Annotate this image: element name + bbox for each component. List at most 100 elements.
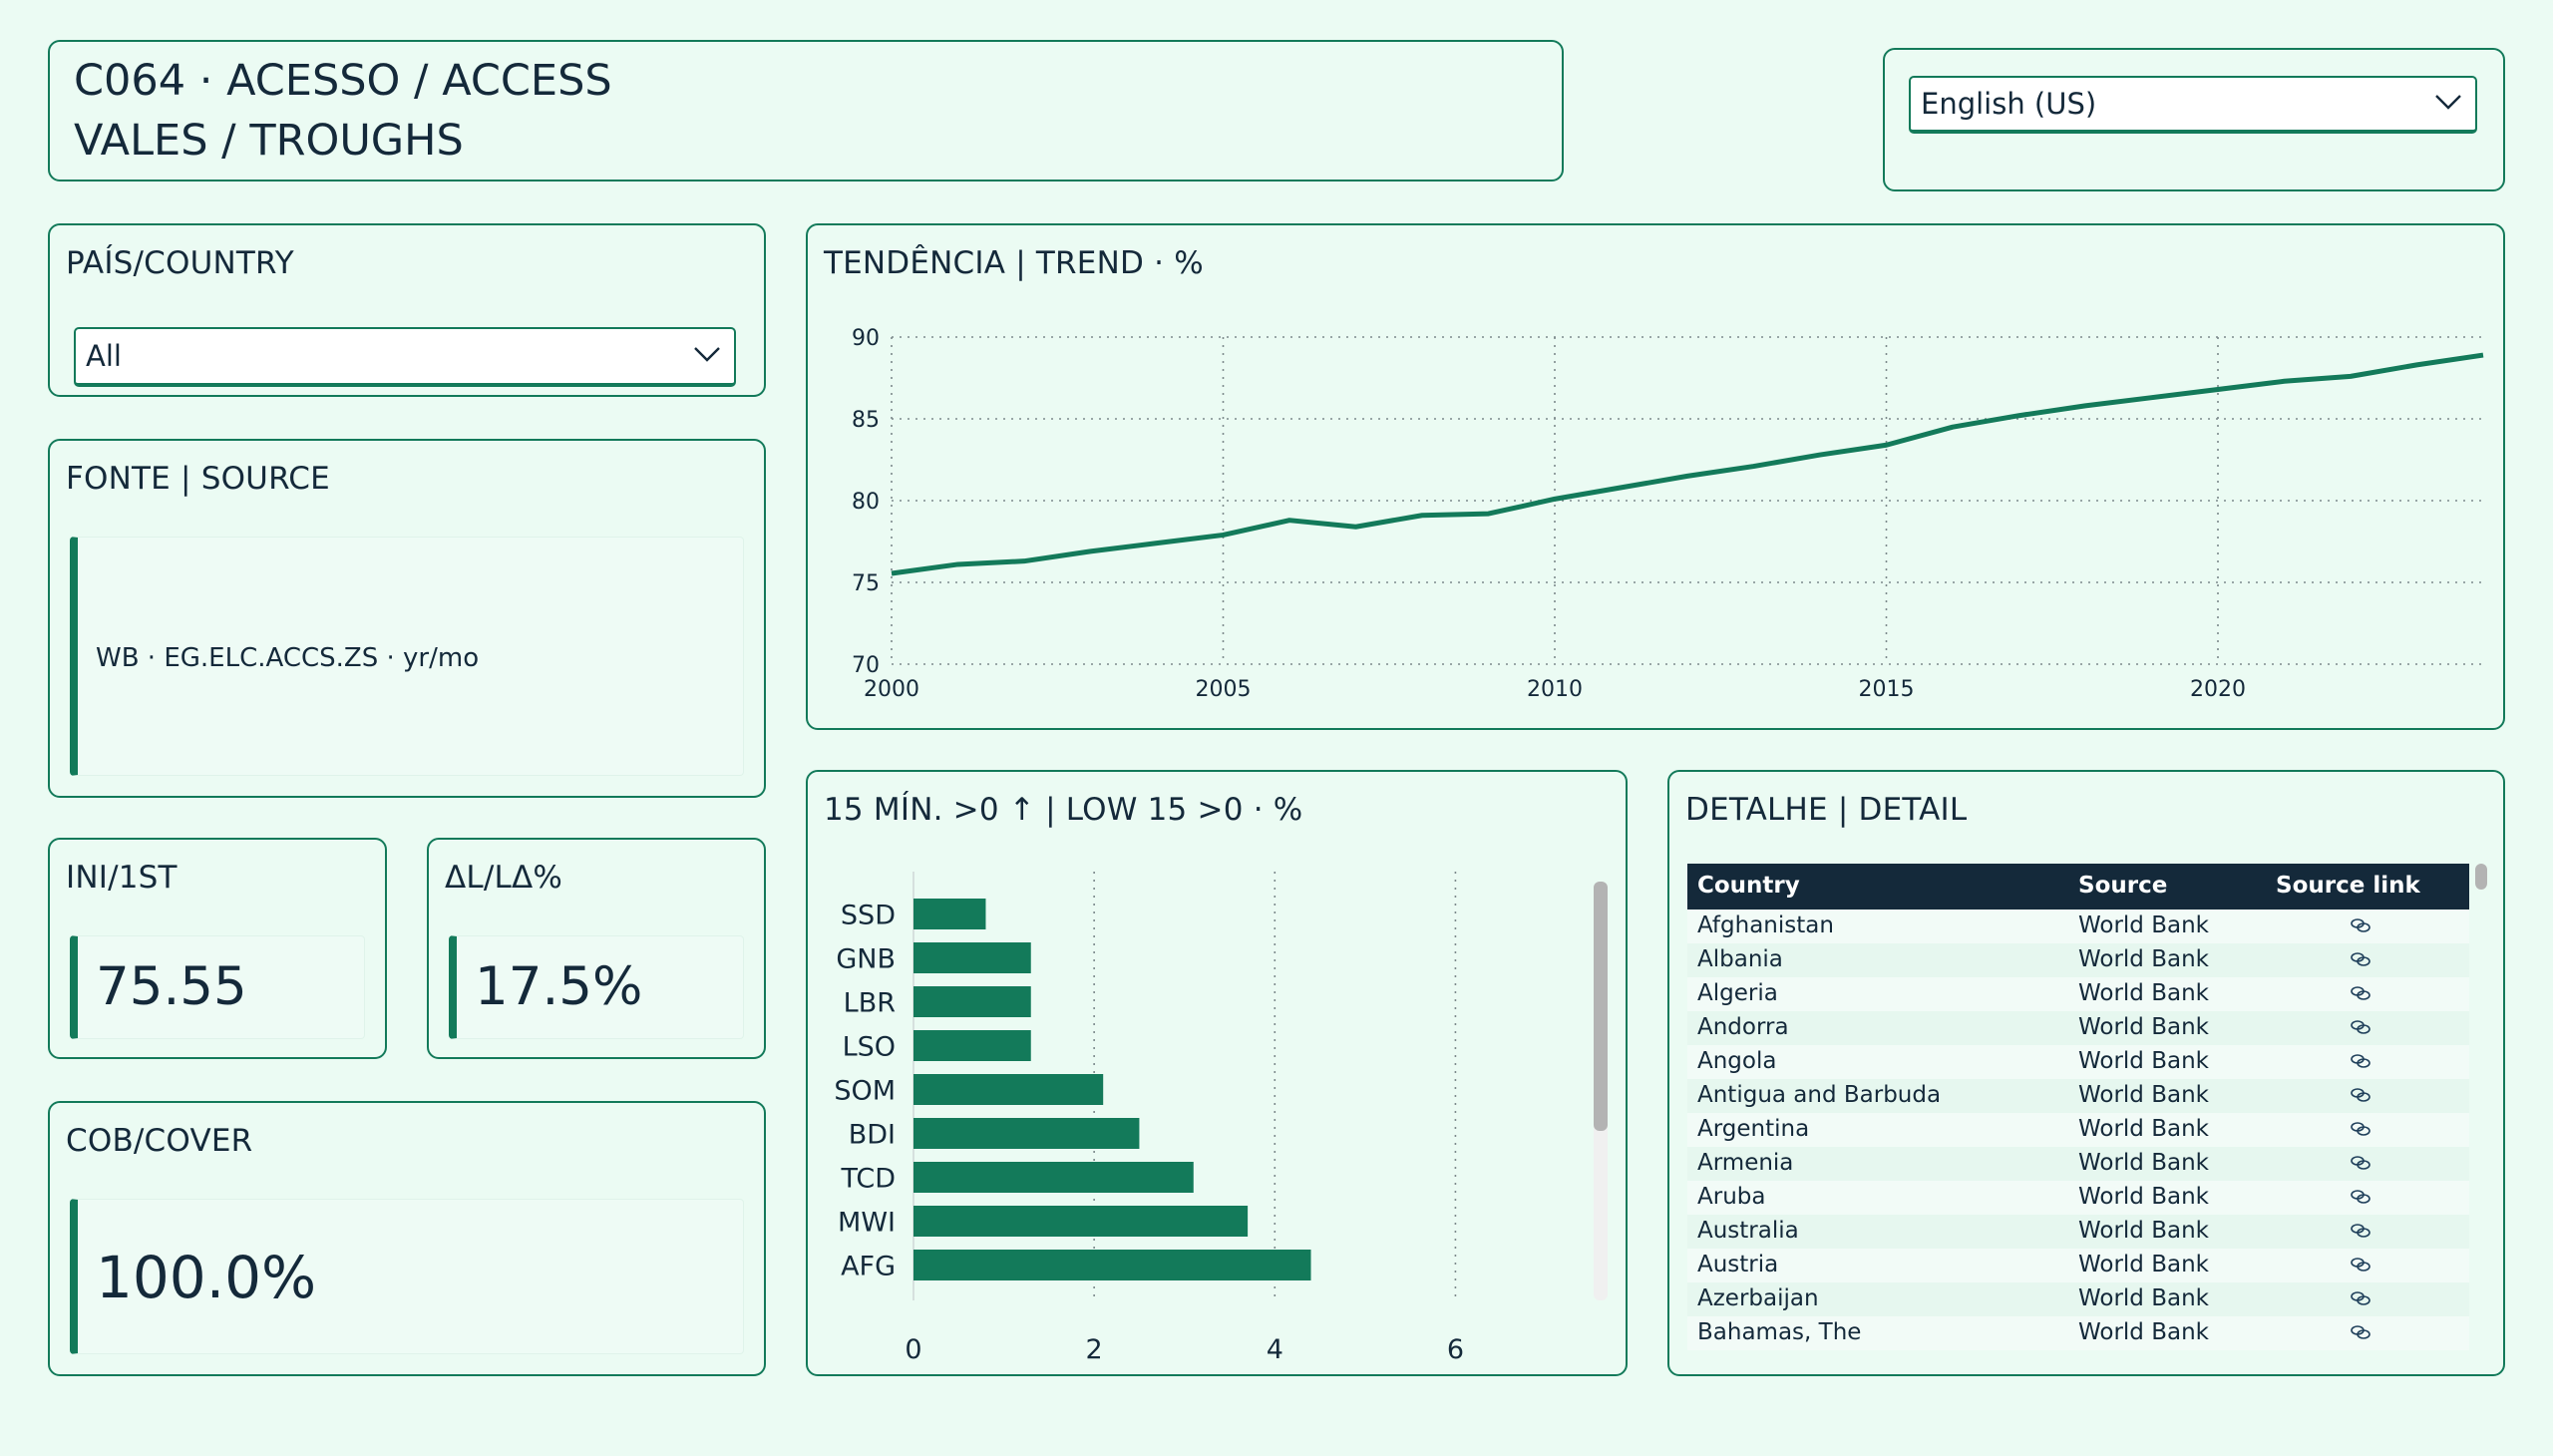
link-icon[interactable]: [2350, 1155, 2371, 1171]
kpi-first-card: INI/1ST 75.55: [48, 838, 387, 1059]
table-row[interactable]: Armenia World Bank: [1687, 1147, 2469, 1181]
y-tick-label: 85: [852, 408, 880, 433]
bar-lso: [913, 1030, 1031, 1061]
column-header-source[interactable]: Source: [2078, 873, 2168, 899]
kpi-first-title: INI/1ST: [66, 860, 178, 896]
kpi-cover-panel: 100.0%: [70, 1199, 744, 1354]
table-row[interactable]: Austria World Bank: [1687, 1249, 2469, 1282]
table-row[interactable]: Albania World Bank: [1687, 943, 2469, 977]
table-row[interactable]: Azerbaijan World Bank: [1687, 1282, 2469, 1316]
table-row[interactable]: Bahamas, The World Bank: [1687, 1316, 2469, 1350]
country-filter-title: PAÍS/COUNTRY: [66, 245, 294, 281]
low15-scrollbar-track[interactable]: [1594, 882, 1608, 1300]
language-dropdown[interactable]: English (US): [1909, 76, 2477, 134]
table-row[interactable]: Australia World Bank: [1687, 1215, 2469, 1249]
chevron-down-icon: [694, 347, 720, 362]
kpi-delta-panel: 17.5%: [449, 935, 744, 1039]
cell-source: World Bank: [2078, 1048, 2209, 1074]
column-header-source-link[interactable]: Source link: [2276, 873, 2420, 899]
detail-table-body: Afghanistan World Bank Albania World Bank Al…: [1687, 910, 2469, 1362]
table-row[interactable]: Algeria World Bank: [1687, 977, 2469, 1011]
link-icon[interactable]: [2350, 1257, 2371, 1273]
report-title-line1: C064 · ACESSO / ACCESS: [74, 56, 612, 106]
y-tick-label: 80: [852, 490, 880, 515]
cell-country: Albania: [1697, 946, 1783, 972]
cell-country: Argentina: [1697, 1116, 1810, 1142]
country-dropdown[interactable]: All: [74, 327, 736, 387]
source-card-title: FONTE | SOURCE: [66, 461, 330, 497]
trend-chart-title: TENDÊNCIA | TREND · %: [824, 245, 1204, 281]
cell-source: World Bank: [2078, 1319, 2209, 1345]
cell-country: Algeria: [1697, 980, 1778, 1006]
cell-country: Angola: [1697, 1048, 1777, 1074]
table-row[interactable]: Afghanistan World Bank: [1687, 910, 2469, 943]
x-tick-label: 2010: [1527, 677, 1583, 702]
table-row[interactable]: Aruba World Bank: [1687, 1181, 2469, 1215]
link-icon[interactable]: [2350, 1290, 2371, 1306]
country-dropdown-value: All: [86, 339, 122, 373]
kpi-cover-title: COB/COVER: [66, 1123, 253, 1159]
detail-table-title: DETALHE | DETAIL: [1685, 792, 1968, 828]
cell-source: World Bank: [2078, 1252, 2209, 1277]
report-title-card: C064 · ACESSO / ACCESS VALES / TROUGHS: [48, 40, 1564, 182]
link-icon[interactable]: [2350, 917, 2371, 933]
cell-source: World Bank: [2078, 1116, 2209, 1142]
low15-scrollbar-thumb[interactable]: [1594, 882, 1608, 1131]
cell-country: Austria: [1697, 1252, 1779, 1277]
detail-table: Country Source Source link Afghanistan Wo…: [1687, 864, 2469, 1362]
bar-ssd: [913, 899, 986, 929]
language-dropdown-value: English (US): [1921, 87, 2097, 121]
x-tick-label: 2005: [1196, 677, 1252, 702]
link-icon[interactable]: [2350, 1087, 2371, 1103]
source-card: FONTE | SOURCE WB · EG.ELC.ACCS.ZS · yr/…: [48, 439, 766, 798]
kpi-delta-value: 17.5%: [475, 956, 643, 1017]
bar-lbr: [913, 986, 1031, 1017]
x-tick-label: 6: [1447, 1334, 1464, 1365]
link-icon[interactable]: [2350, 985, 2371, 1001]
kpi-cover-value: 100.0%: [96, 1244, 317, 1311]
bar-tcd: [913, 1162, 1194, 1193]
kpi-first-value: 75.55: [96, 956, 247, 1017]
link-icon[interactable]: [2350, 1121, 2371, 1137]
low15-bar-chart: 0 2 4 6 SSD GNB LBR LSO SOM BDI TCD MWI AFG: [834, 872, 1464, 1365]
link-icon[interactable]: [2350, 1019, 2371, 1035]
trend-chart-card: TENDÊNCIA | TREND · % 70 75 80 85 90 2000 2005…: [806, 223, 2505, 730]
link-icon[interactable]: [2350, 1053, 2371, 1069]
link-icon[interactable]: [2350, 1223, 2371, 1239]
language-selector-card: English (US): [1883, 48, 2505, 191]
chevron-down-icon: [2435, 95, 2461, 110]
table-row[interactable]: Andorra World Bank: [1687, 1011, 2469, 1045]
table-row[interactable]: Antigua and Barbuda World Bank: [1687, 1079, 2469, 1113]
x-tick-label: 2020: [2190, 677, 2246, 702]
cell-source: World Bank: [2078, 1184, 2209, 1210]
cell-country: Aruba: [1697, 1184, 1766, 1210]
detail-scrollbar-track[interactable]: [2475, 864, 2487, 890]
bar-afg: [913, 1250, 1311, 1280]
kpi-first-panel: 75.55: [70, 935, 365, 1039]
x-tick-label: 4: [1267, 1334, 1283, 1365]
table-row[interactable]: Argentina World Bank: [1687, 1113, 2469, 1147]
link-icon[interactable]: [2350, 951, 2371, 967]
y-tick-label: 75: [852, 571, 880, 596]
x-tick-label: 2015: [1859, 677, 1915, 702]
category-label: TCD: [840, 1164, 896, 1195]
cell-country: Armenia: [1697, 1150, 1794, 1176]
kpi-delta-card: ΔL/LΔ% 17.5%: [427, 838, 766, 1059]
bar-mwi: [913, 1206, 1249, 1237]
link-icon[interactable]: [2350, 1189, 2371, 1205]
trend-series-line: [891, 352, 2484, 576]
cell-source: World Bank: [2078, 946, 2209, 972]
source-code-text: WB · EG.ELC.ACCS.ZS · yr/mo: [96, 643, 480, 673]
cell-country: Antigua and Barbuda: [1697, 1082, 1942, 1108]
category-label: LBR: [844, 988, 896, 1019]
detail-table-header: Country Source Source link: [1687, 864, 2469, 910]
table-row[interactable]: Angola World Bank: [1687, 1045, 2469, 1079]
x-tick-label: 0: [905, 1334, 921, 1365]
cell-country: Bahamas, The: [1697, 1319, 1862, 1345]
link-icon[interactable]: [2350, 1324, 2371, 1340]
bar-gnb: [913, 942, 1031, 973]
low15-chart-title: 15 MÍN. >0 ↑ | LOW 15 >0 · %: [824, 792, 1303, 828]
column-header-country[interactable]: Country: [1697, 873, 1800, 899]
low15-chart-card: 15 MÍN. >0 ↑ | LOW 15 >0 · % 0 2 4 6 SSD GNB L…: [806, 770, 1628, 1376]
category-label: MWI: [838, 1208, 896, 1239]
